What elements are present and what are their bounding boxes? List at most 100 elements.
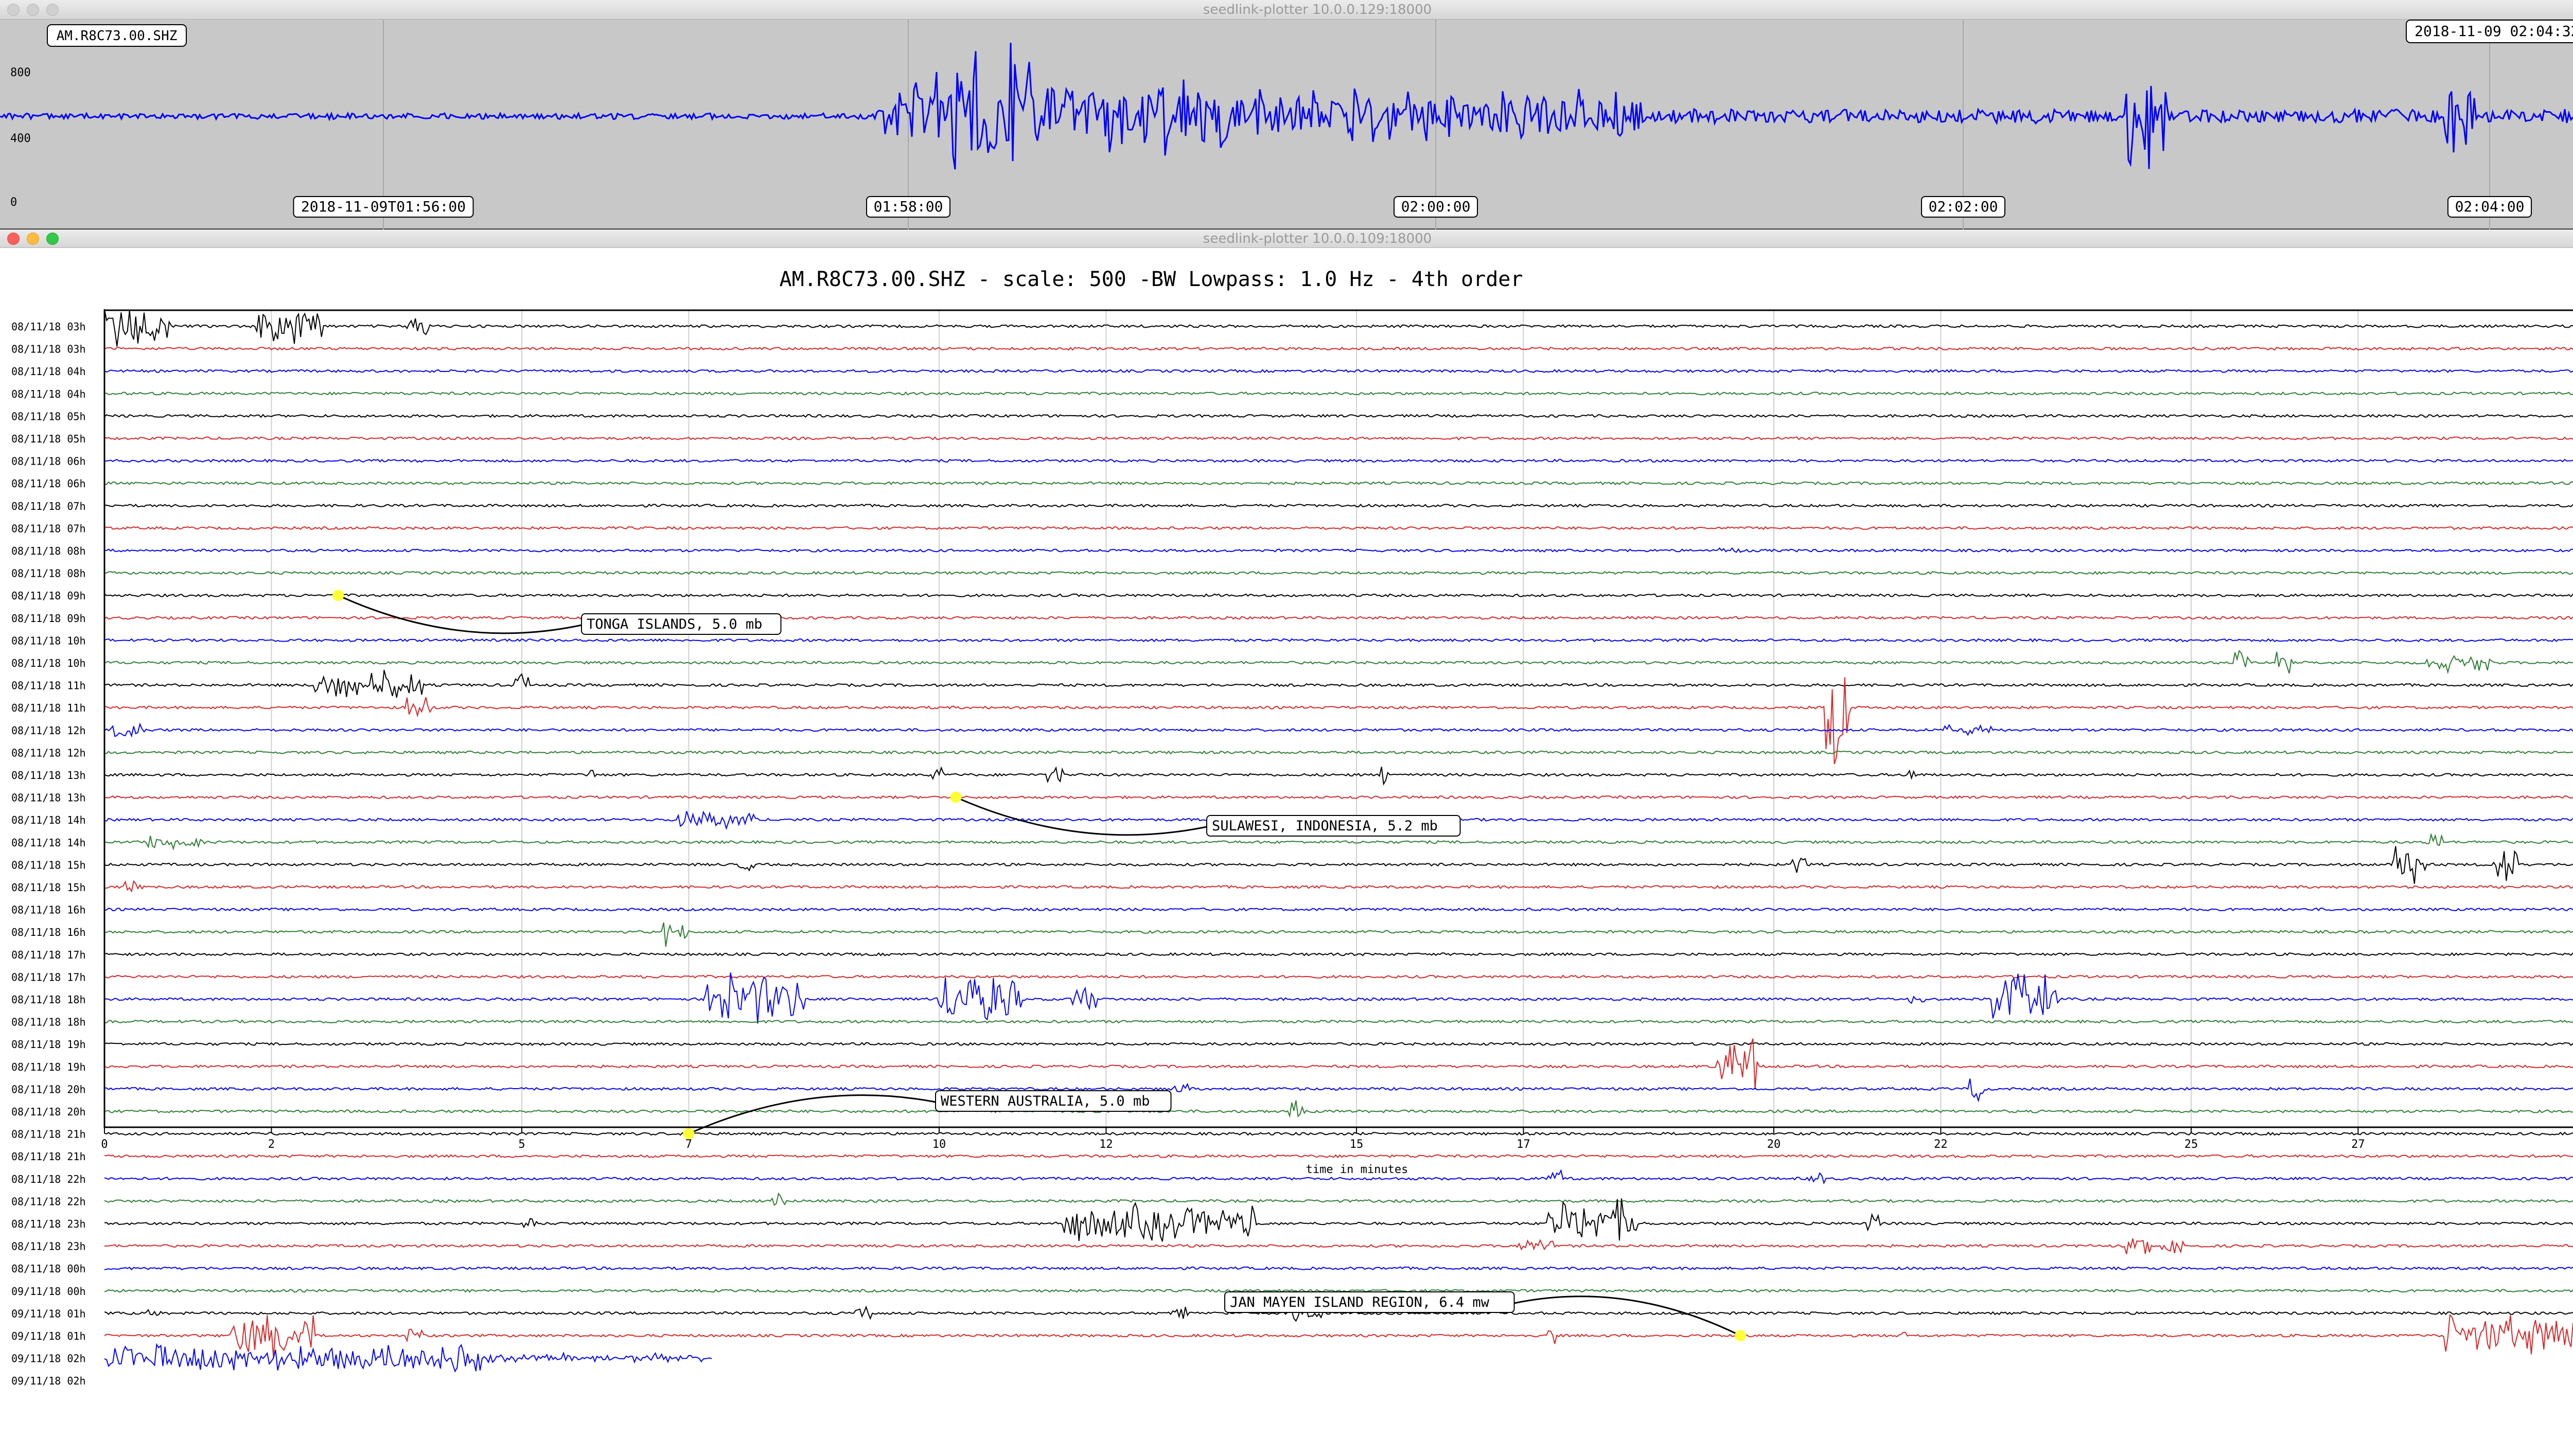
trace-line: [104, 571, 2573, 575]
svg-text:02:00:00: 02:00:00: [1401, 198, 1471, 215]
trace-line: [104, 650, 2573, 674]
trace-line: [104, 503, 2573, 508]
row-label: 08/11/18 05h: [11, 410, 86, 422]
utc-time-box: 2018-11-09 02:04:32 UTC: [2406, 20, 2573, 43]
x-tick-label: 20: [1767, 1138, 1781, 1151]
x-axis-label: time in minutes: [1306, 1163, 1408, 1176]
trace-line: [104, 722, 2573, 738]
svg-text:02:04:00: 02:04:00: [2455, 198, 2525, 215]
minimize-button[interactable]: [27, 3, 39, 16]
trace-line: [104, 369, 2573, 374]
row-label: 08/11/18 11h: [11, 702, 86, 714]
y-tick-0: 0: [10, 196, 17, 209]
row-label: 08/11/18 10h: [11, 634, 86, 647]
y-tick-800: 800: [10, 66, 31, 79]
event-label: WESTERN AUSTRALIA, 5.0 mb: [941, 1093, 1150, 1109]
row-label: 08/11/18 04h: [11, 365, 86, 378]
maximize-button[interactable]: [46, 232, 59, 245]
trace-line: [104, 593, 2573, 598]
row-label: 08/11/18 17h: [11, 971, 86, 983]
row-label: 08/11/18 12h: [11, 724, 86, 737]
time-label: 02:02:00: [1921, 196, 2005, 218]
helicorder-plot: AM.R8C73.00.SHZ - scale: 500 -BW Lowpass…: [11, 268, 2573, 1387]
row-label: 08/11/18 18h: [11, 993, 86, 1006]
trace-line: [104, 750, 2573, 755]
trace-line: [104, 1238, 2573, 1254]
row-label: 08/11/18 05h: [11, 433, 86, 445]
trace-line: [104, 832, 2573, 851]
time-labels: 2018-11-09T01:56:00 01:58:00 02:00:00 02:02…: [293, 196, 2532, 218]
row-label: 09/11/18 02h: [11, 1353, 86, 1365]
event-marker: [332, 590, 344, 601]
top-window-titlebar[interactable]: seedlink-plotter 10.0.0.129:18000: [0, 0, 2573, 20]
row-label: 08/11/18 20h: [11, 1083, 86, 1095]
event-label: JAN MAYEN ISLAND REGION, 6.4 mw: [1230, 1294, 1490, 1310]
trace-line: [104, 481, 2573, 486]
row-label: 09/11/18 01h: [11, 1307, 86, 1320]
row-label: 08/11/18 03h: [11, 343, 86, 356]
trace-line: [104, 1266, 2573, 1271]
trace-line: [104, 795, 2573, 800]
row-label: 08/11/18 03h: [11, 321, 86, 333]
trace-line: [104, 907, 2573, 912]
row-label: 09/11/18 01h: [11, 1330, 86, 1342]
x-tick-label: 27: [2351, 1138, 2365, 1151]
x-tick-label: 25: [2184, 1138, 2198, 1151]
utc-time: 2018-11-09 02:04:32 UTC: [2415, 23, 2573, 40]
trace-line: [104, 1042, 2573, 1046]
x-tick-label: 17: [1517, 1138, 1530, 1151]
trace-line: [104, 1078, 2573, 1103]
trace-line: [104, 952, 2573, 956]
trace-line: [104, 1131, 2573, 1136]
time-label: 01:58:00: [866, 196, 950, 218]
row-label: 08/11/18 12h: [11, 747, 86, 759]
trace-line: [104, 391, 2573, 396]
plot-title: AM.R8C73.00.SHZ - scale: 500 -BW Lowpass…: [780, 268, 1523, 291]
trace-line: [104, 414, 2573, 418]
trace-line: [104, 1288, 2573, 1293]
row-label: 08/11/18 06h: [11, 477, 86, 490]
trace-line: [104, 846, 2573, 884]
row-label: 08/11/18 00h: [11, 1263, 86, 1275]
close-button[interactable]: [7, 3, 20, 16]
trace-line: [104, 458, 2573, 463]
trace-line: [104, 1154, 2573, 1159]
trace-line: [104, 1198, 2573, 1242]
event-label: SULAWESI, INDONESIA, 5.2 mb: [1212, 818, 1438, 834]
helicorder-window-title: seedlink-plotter 10.0.0.109:18000: [1203, 231, 1432, 246]
trace-line: [104, 1343, 712, 1373]
x-tick-label: 7: [685, 1138, 692, 1151]
row-label: 08/11/18 08h: [11, 545, 86, 557]
top-window-title: seedlink-plotter 10.0.0.129:18000: [1203, 2, 1432, 17]
x-tick-label: 2: [268, 1138, 275, 1151]
maximize-button[interactable]: [46, 3, 59, 16]
helicorder-traces: [104, 309, 2573, 1373]
x-tick-label: 15: [1350, 1138, 1364, 1151]
close-button[interactable]: [7, 232, 20, 245]
minute-gridlines: [271, 310, 2359, 1127]
row-label: 08/11/18 04h: [11, 388, 86, 400]
trace-line: [104, 1100, 2573, 1118]
time-label: 2018-11-09T01:56:00: [293, 196, 474, 218]
x-tick-label: 0: [101, 1138, 108, 1151]
row-label: 08/11/18 10h: [11, 657, 86, 669]
row-label: 08/11/18 17h: [11, 949, 86, 961]
row-label: 08/11/18 07h: [11, 500, 86, 512]
trace-line: [104, 922, 2573, 947]
row-labels: 08/11/18 03h 08/11/18 03h 08/11/18 04h 08/1…: [11, 321, 86, 1387]
station-label: AM.R8C73.00.SHZ: [57, 28, 178, 44]
trace-line: [104, 1019, 2573, 1024]
row-label: 08/11/18 15h: [11, 881, 86, 894]
row-label: 08/11/18 09h: [11, 612, 86, 625]
x-tick-label: 22: [1934, 1138, 1948, 1151]
minimize-button[interactable]: [27, 232, 39, 245]
row-label: 08/11/18 16h: [11, 904, 86, 916]
row-label: 08/11/18 14h: [11, 837, 86, 849]
row-label: 08/11/18 21h: [11, 1128, 86, 1141]
x-axis: 0257101215172022252730: [101, 1127, 2365, 1151]
plot-background: [0, 20, 2573, 230]
event-annotation: JAN MAYEN ISLAND REGION, 6.4 mw: [1224, 1291, 1747, 1341]
row-label: 09/11/18 00h: [11, 1285, 86, 1298]
helicorder-window-titlebar[interactable]: seedlink-plotter 10.0.0.109:18000: [0, 229, 2573, 248]
row-label: 08/11/18 08h: [11, 567, 86, 580]
